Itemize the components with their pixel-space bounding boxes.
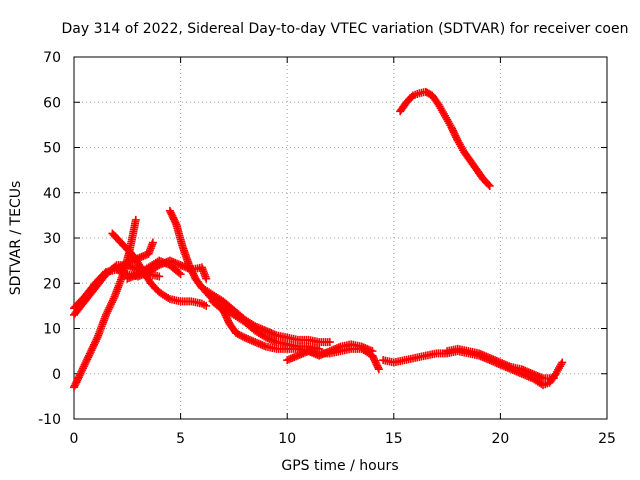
- data-point: [87, 346, 96, 355]
- data-point: [78, 366, 87, 375]
- axis-ticks: [73, 56, 608, 420]
- data-point: [79, 362, 88, 371]
- data-point: [101, 310, 110, 319]
- y-tick-label: 30: [43, 231, 61, 247]
- data-point: [106, 301, 115, 310]
- axis-tick-labels: 0 5 10 15 20 25 -10 0 10 20 30 40 50 60 70: [38, 50, 616, 447]
- y-tick-label: 20: [43, 276, 61, 292]
- data-point: [83, 355, 92, 364]
- data-point: [108, 296, 117, 305]
- data-point: [485, 181, 494, 190]
- series-track-1: [70, 215, 140, 392]
- series-track-6: [123, 256, 185, 283]
- data-point: [84, 353, 93, 362]
- data-point: [175, 268, 184, 277]
- data-point: [102, 309, 111, 318]
- plot-border: [73, 56, 608, 420]
- series-track-5: [112, 238, 157, 274]
- data-point: [107, 298, 116, 307]
- data-point: [148, 238, 157, 247]
- data-point: [131, 215, 140, 224]
- data-point: [82, 357, 91, 366]
- grid-lines: [74, 57, 607, 419]
- series-track-12: [443, 344, 558, 383]
- data-point: [92, 335, 101, 344]
- data-point: [549, 374, 558, 383]
- data-point: [558, 358, 567, 367]
- data-point: [88, 344, 97, 353]
- data-point: [107, 300, 116, 309]
- data-point: [103, 307, 112, 316]
- data-point: [374, 365, 383, 374]
- data-point: [155, 272, 164, 281]
- data-point: [202, 274, 211, 283]
- x-tick-label: 10: [278, 431, 296, 447]
- x-tick-label: 15: [385, 431, 403, 447]
- data-point: [90, 338, 99, 347]
- x-tick-label: 0: [70, 431, 79, 447]
- data-series: [70, 87, 567, 392]
- y-tick-label: 0: [52, 367, 61, 383]
- data-point: [368, 347, 377, 356]
- data-point: [202, 301, 211, 310]
- chart-title: Day 314 of 2022, Sidereal Day-to-day VTE…: [62, 21, 629, 37]
- y-tick-label: 40: [43, 186, 61, 202]
- x-tick-label: 5: [176, 431, 185, 447]
- data-point: [164, 293, 173, 302]
- data-point: [238, 332, 247, 341]
- x-axis-label: GPS time / hours: [281, 458, 398, 474]
- x-tick-label: 20: [491, 431, 509, 447]
- data-point: [325, 338, 334, 347]
- x-tick-label: 25: [598, 431, 616, 447]
- data-point: [85, 349, 94, 358]
- data-point: [78, 364, 87, 373]
- series-track-13: [396, 87, 494, 190]
- data-point: [484, 180, 493, 189]
- data-point: [105, 303, 114, 312]
- data-point: [86, 348, 95, 357]
- series-track-10: [283, 340, 377, 365]
- series-track-7: [165, 206, 334, 347]
- data-point: [81, 358, 90, 367]
- y-tick-label: -10: [38, 412, 61, 428]
- data-point: [80, 360, 89, 369]
- data-point: [176, 270, 185, 279]
- data-point: [77, 367, 86, 376]
- data-point: [84, 351, 93, 360]
- y-tick-label: 50: [43, 141, 61, 157]
- data-point: [89, 342, 98, 351]
- y-tick-label: 10: [43, 322, 61, 338]
- y-tick-label: 70: [43, 50, 61, 66]
- data-point: [104, 305, 113, 314]
- data-point: [91, 337, 100, 346]
- data-point: [109, 294, 118, 303]
- y-tick-label: 60: [43, 95, 61, 111]
- data-point: [90, 340, 99, 349]
- y-axis-label: SDTVAR / TECUs: [8, 181, 24, 296]
- data-point: [76, 369, 85, 378]
